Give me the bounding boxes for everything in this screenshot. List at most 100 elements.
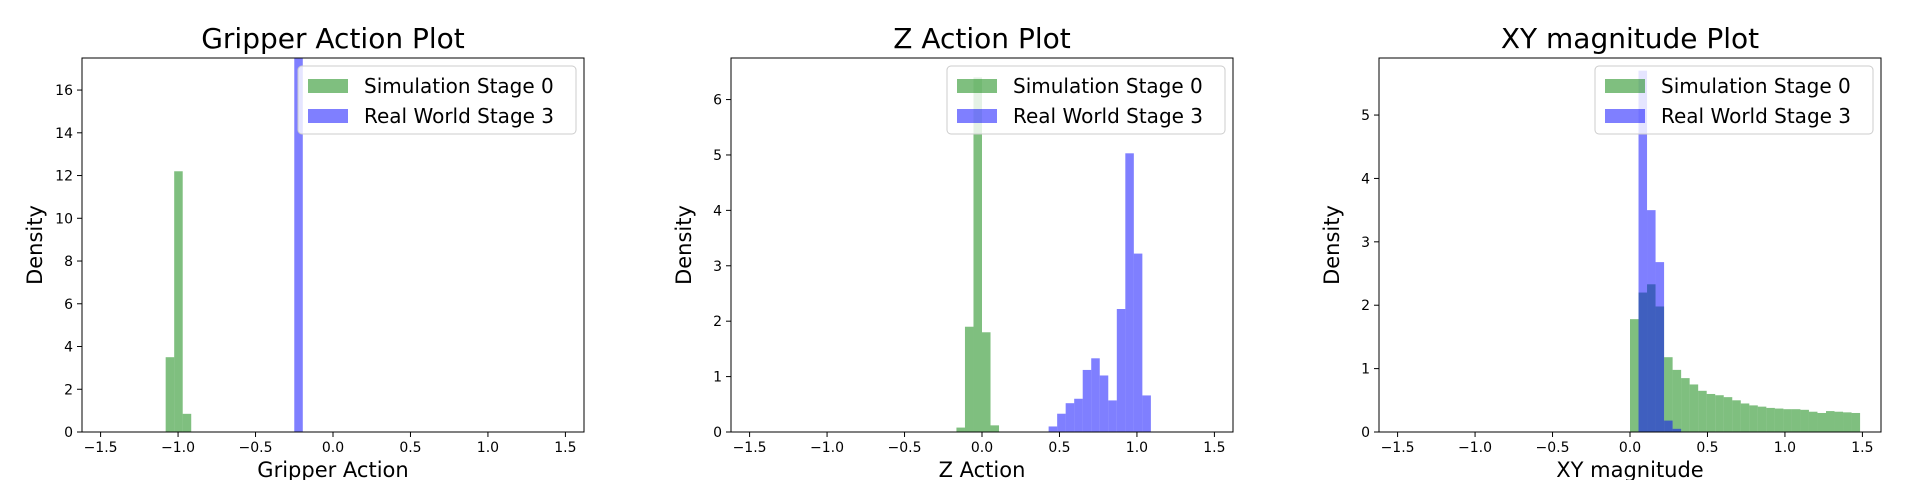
legend-swatch [308,109,348,123]
histogram-bar [294,58,303,432]
histogram-bar [165,357,175,432]
x-tick-label: 0.5 [1048,440,1070,456]
legend: Simulation Stage 0 Real World Stage 3 [946,65,1226,135]
histogram-bar [1125,153,1134,433]
legend-box [297,65,577,135]
histogram-bar [1074,398,1083,432]
subplot-3: −1.5 −1.0 −0.5 0.0 0.5 1.0 1.5 0 1 2 3 4 5 XY magnitu… [1320,22,1882,480]
histogram-bar [1099,375,1109,432]
x-tick-label: −0.5 [888,440,922,456]
legend: Simulation Stage 0 Real World Stage 3 [297,65,577,135]
histogram-bar [1108,400,1117,432]
x-axis-label: Z Action [939,458,1026,480]
histogram-bar [1672,428,1682,432]
y-axis-label: Density [1320,205,1344,285]
legend: Simulation Stage 0 Real World Stage 3 [1594,65,1874,135]
legend-swatch [957,79,997,93]
legend-swatch [1605,109,1645,123]
x-tick-label: 0.0 [971,440,993,456]
y-tick-label: 16 [55,83,73,99]
x-tick-label: 0.5 [399,440,421,456]
x-tick-label: 1.5 [1851,440,1873,456]
chart-title: Z Action Plot [893,22,1070,55]
histogram-bar [1749,405,1758,432]
histogram-bar [1757,406,1767,432]
y-tick-label: 10 [55,211,73,227]
histogram-bar [1048,426,1058,432]
y-tick-label: 3 [1361,235,1370,251]
histogram-bar [1091,358,1100,432]
histogram-bar [1057,413,1066,432]
legend-entry: Simulation Stage 0 [1661,74,1851,98]
y-tick-label: 12 [55,169,73,185]
histogram-bar [1783,409,1792,432]
legend-box [946,65,1226,135]
histogram-bar [1133,253,1143,432]
y-tick-label: 0 [713,425,722,441]
histogram-bar [1723,397,1733,432]
histogram-bar [1116,309,1126,432]
x-tick-label: −1.0 [1458,440,1492,456]
histogram-bar [1142,395,1151,432]
histogram-bar [1664,420,1673,432]
histogram-bar [1774,408,1784,432]
y-tick-label: 6 [64,297,73,313]
histogram-bar [1638,70,1648,433]
x-tick-label: 1.0 [1774,440,1796,456]
histogram-bar [956,427,965,432]
histogram-bar [1766,407,1775,432]
histogram-bar [1826,411,1835,432]
y-tick-label: 5 [713,148,722,164]
histogram-bar [1630,319,1639,432]
legend-box [1594,65,1874,135]
histogram-bar [1843,412,1852,432]
histogram-bar [1647,210,1656,432]
legend-swatch [957,109,997,123]
y-tick-label: 0 [1361,425,1370,441]
histogram-bar [1706,393,1716,432]
histogram-bar [182,413,192,432]
histogram-bar [1681,378,1690,432]
y-tick-label: 2 [64,382,73,398]
y-tick-label: 1 [713,370,722,386]
x-tick-label: 1.0 [477,440,499,456]
subplot-1: −1.5 −1.0 −0.5 0.0 0.5 1.0 1.5 0 2 4 6 8 10 12 14 16 Gri… [23,22,585,480]
y-tick-label: 4 [1361,171,1370,187]
y-axis-label: Density [23,205,47,285]
histogram-bar [1664,357,1673,432]
x-tick-label: −1.5 [84,440,118,456]
histogram-bar [1808,411,1818,432]
y-tick-label: 14 [55,126,73,142]
y-tick-label: 3 [713,259,722,275]
y-tick-label: 2 [1361,298,1370,314]
legend-entry: Simulation Stage 0 [364,74,554,98]
x-tick-label: 1.5 [554,440,576,456]
x-tick-label: −1.0 [161,440,195,456]
x-tick-label: 1.0 [1126,440,1148,456]
histogram-bar [1834,411,1844,432]
x-tick-label: 1.5 [1203,440,1225,456]
histogram-bar [1791,409,1801,432]
legend-swatch [308,79,348,93]
histogram-bar [990,425,1000,432]
y-tick-label: 2 [713,314,722,330]
y-tick-label: 4 [64,340,73,356]
histogram-bar [973,77,982,432]
legend-entry: Simulation Stage 0 [1013,74,1203,98]
histogram-bar [1065,403,1075,432]
histogram-bar [1800,409,1809,432]
histogram-bar [1740,403,1750,432]
histogram-bar [1655,262,1665,432]
y-tick-label: 4 [713,203,722,219]
legend-entry: Real World Stage 3 [1013,104,1203,128]
histogram-bar [1689,384,1699,432]
x-tick-label: 0.0 [322,440,344,456]
x-axis-label: Gripper Action [257,458,408,480]
legend-swatch [1605,79,1645,93]
legend-entry: Real World Stage 3 [364,104,554,128]
y-axis-label: Density [672,205,696,285]
histogram-bar [174,171,183,432]
legend-entry: Real World Stage 3 [1661,104,1851,128]
x-axis-label: XY magnitude [1556,458,1703,480]
